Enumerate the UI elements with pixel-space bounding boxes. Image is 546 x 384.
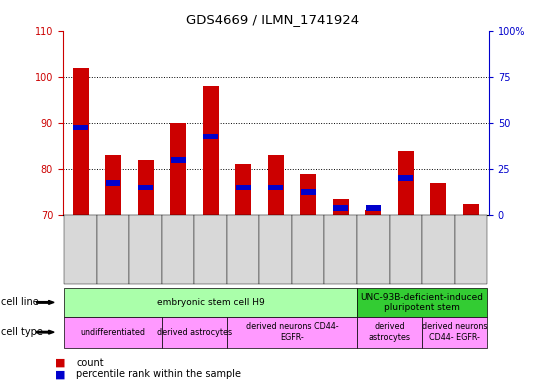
- Bar: [366, 205, 381, 211]
- Bar: [171, 157, 186, 162]
- Bar: [397, 151, 414, 215]
- Bar: [268, 155, 284, 215]
- Text: UNC-93B-deficient-induced
pluripotent stem: UNC-93B-deficient-induced pluripotent st…: [360, 293, 484, 312]
- Text: undifferentiated: undifferentiated: [81, 328, 146, 337]
- Bar: [204, 134, 218, 139]
- Bar: [462, 204, 479, 215]
- Bar: [399, 175, 413, 181]
- Bar: [236, 185, 251, 190]
- Text: count: count: [76, 358, 104, 368]
- Text: derived astrocytes: derived astrocytes: [157, 328, 232, 337]
- Bar: [301, 189, 316, 195]
- Bar: [235, 164, 251, 215]
- Bar: [300, 174, 316, 215]
- Text: derived neurons
CD44- EGFR-: derived neurons CD44- EGFR-: [422, 323, 487, 342]
- Text: derived
astrocytes: derived astrocytes: [369, 323, 411, 342]
- Text: ■: ■: [55, 369, 65, 379]
- Bar: [106, 180, 121, 185]
- Bar: [430, 183, 447, 215]
- Bar: [333, 199, 349, 215]
- Bar: [138, 160, 154, 215]
- Text: derived neurons CD44-
EGFR-: derived neurons CD44- EGFR-: [246, 323, 339, 342]
- Text: percentile rank within the sample: percentile rank within the sample: [76, 369, 241, 379]
- Bar: [365, 210, 382, 215]
- Text: cell type: cell type: [1, 327, 43, 337]
- Text: embryonic stem cell H9: embryonic stem cell H9: [157, 298, 265, 307]
- Text: cell line: cell line: [1, 297, 39, 308]
- Bar: [73, 125, 88, 130]
- Bar: [269, 185, 283, 190]
- Text: ■: ■: [55, 358, 65, 368]
- Text: GDS4669 / ILMN_1741924: GDS4669 / ILMN_1741924: [186, 13, 360, 26]
- Bar: [170, 123, 186, 215]
- Bar: [138, 185, 153, 190]
- Bar: [203, 86, 219, 215]
- Bar: [73, 68, 89, 215]
- Bar: [334, 205, 348, 211]
- Bar: [105, 155, 121, 215]
